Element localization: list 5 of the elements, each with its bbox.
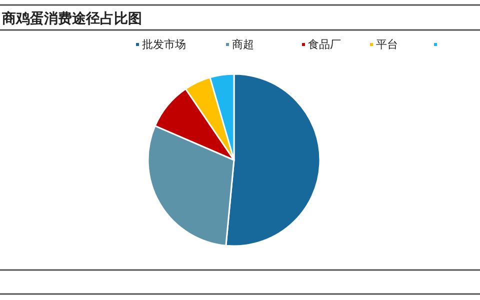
legend-label: 批发市场 <box>142 38 186 51</box>
legend-label: 平台 <box>376 38 398 51</box>
chart-title: 商鸡蛋消费途径占比图 <box>1 10 142 27</box>
legend-label: 商超 <box>232 38 254 51</box>
legend-label: 食品厂 <box>308 38 341 51</box>
